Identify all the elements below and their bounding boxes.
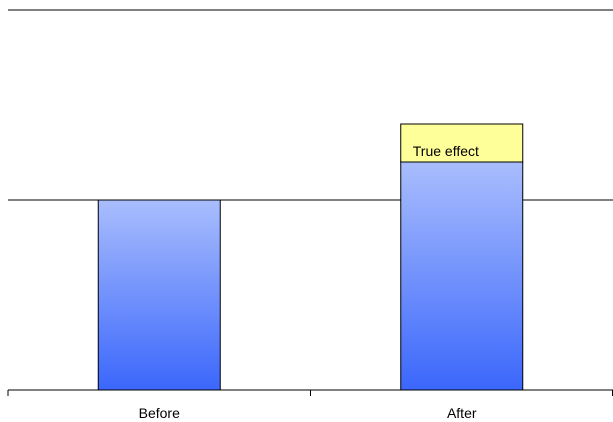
x-tick-label-before: Before xyxy=(139,405,180,421)
bar-before xyxy=(97,199,221,391)
true-effect-label: True effect xyxy=(413,143,479,159)
bars xyxy=(97,123,524,391)
x-axis xyxy=(7,389,613,396)
bar-after xyxy=(400,161,524,391)
x-tick-label-after: After xyxy=(447,405,477,421)
labels: Before True effect After xyxy=(139,143,479,421)
bar-after-effect xyxy=(400,123,524,163)
